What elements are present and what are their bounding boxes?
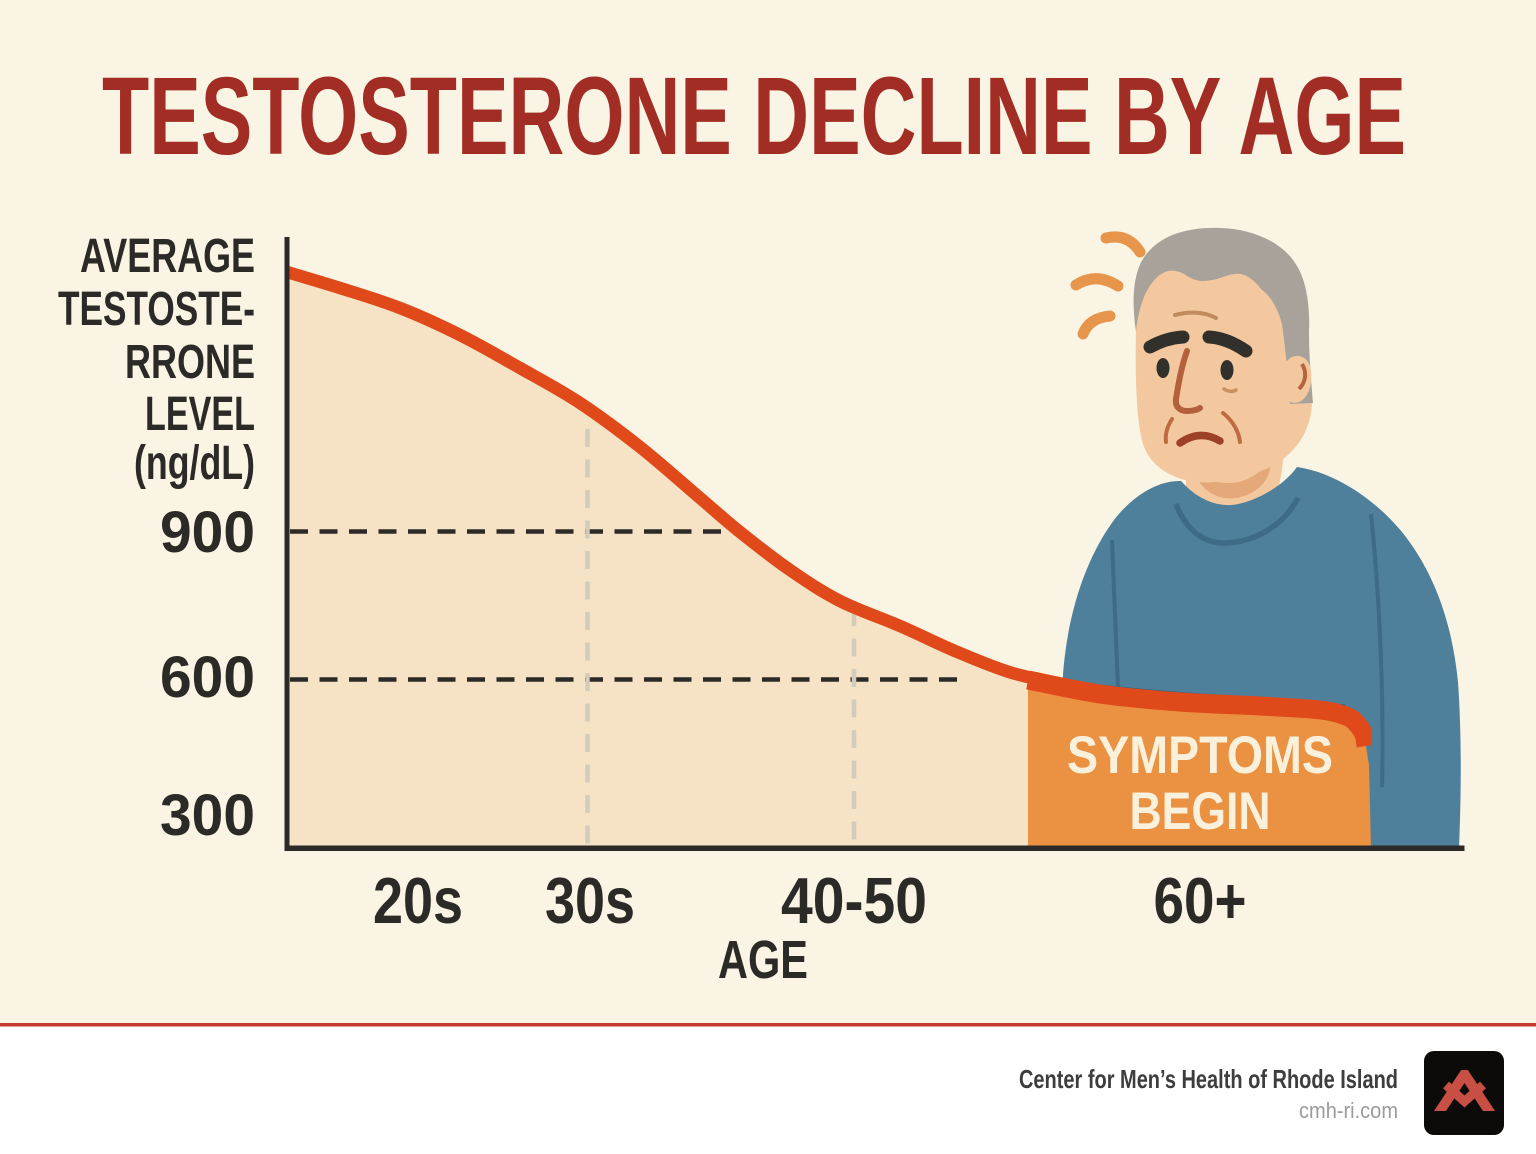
svg-text:60+: 60+ [1154,864,1247,937]
svg-text:(ng/dL): (ng/dL) [134,437,255,490]
svg-text:300: 300 [160,783,255,848]
svg-text:SYMPTOMS: SYMPTOMS [1067,726,1333,785]
svg-text:RRONE: RRONE [125,336,255,389]
svg-text:600: 600 [160,645,255,710]
svg-text:Center for Men’s Health of Rho: Center for Men’s Health of Rhode Island [1019,1064,1398,1094]
svg-text:TESTOSTERONE DECLINE BY AGE: TESTOSTERONE DECLINE BY AGE [102,55,1406,178]
svg-text:BEGIN: BEGIN [1130,782,1271,841]
svg-text:900: 900 [160,500,255,565]
svg-text:TESTOSTE-: TESTOSTE- [58,283,255,336]
svg-text:AGE: AGE [718,930,808,990]
svg-text:40-50: 40-50 [781,864,927,937]
svg-text:LEVEL: LEVEL [145,388,255,441]
svg-text:30s: 30s [545,864,635,937]
svg-text:cmh-ri.com: cmh-ri.com [1299,1098,1398,1123]
svg-text:AVERAGE: AVERAGE [80,230,255,283]
svg-text:20s: 20s [373,864,463,937]
